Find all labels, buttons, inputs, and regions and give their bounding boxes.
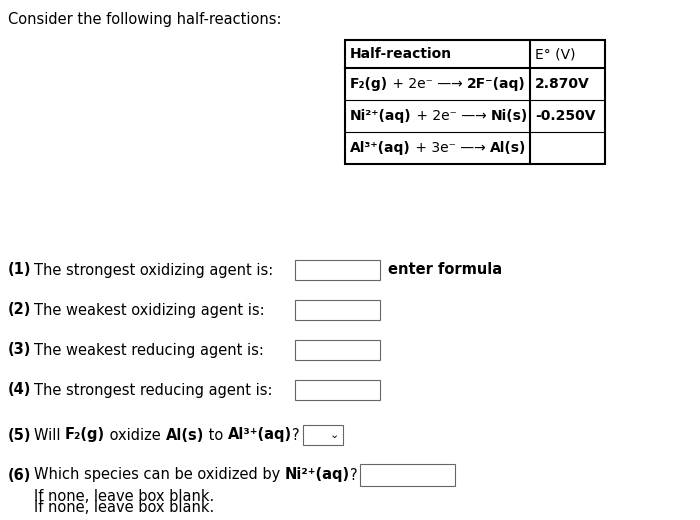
Text: enter formula: enter formula xyxy=(388,263,502,278)
Text: The weakest oxidizing agent is:: The weakest oxidizing agent is: xyxy=(34,303,265,318)
Text: Ni²⁺(aq): Ni²⁺(aq) xyxy=(350,109,412,123)
Bar xyxy=(360,464,454,486)
Text: If none, leave box blank.: If none, leave box blank. xyxy=(34,489,214,504)
Text: Al³⁺(aq): Al³⁺(aq) xyxy=(228,427,292,443)
Text: (2): (2) xyxy=(8,303,32,318)
Text: The weakest reducing agent is:: The weakest reducing agent is: xyxy=(34,343,264,358)
Text: (4): (4) xyxy=(8,383,32,397)
Text: 2.870V: 2.870V xyxy=(535,77,589,91)
Text: The strongest reducing agent is:: The strongest reducing agent is: xyxy=(34,383,272,397)
Text: (5): (5) xyxy=(8,427,32,443)
Text: -0.250V: -0.250V xyxy=(535,109,596,123)
Text: Which species can be oxidized by: Which species can be oxidized by xyxy=(34,467,285,483)
Text: Ni(s): Ni(s) xyxy=(491,109,528,123)
Text: oxidize: oxidize xyxy=(105,427,166,443)
Text: + 2e⁻ —→: + 2e⁻ —→ xyxy=(412,109,491,123)
Text: (3): (3) xyxy=(8,343,32,358)
Text: Al(s): Al(s) xyxy=(490,141,526,155)
Text: The strongest oxidizing agent is:: The strongest oxidizing agent is: xyxy=(34,263,273,278)
Text: ⌄: ⌄ xyxy=(330,430,340,440)
Text: Half-reaction: Half-reaction xyxy=(350,47,452,61)
Text: + 2e⁻ —→: + 2e⁻ —→ xyxy=(388,77,468,91)
Text: + 3e⁻ —→: + 3e⁻ —→ xyxy=(411,141,490,155)
Text: to: to xyxy=(204,427,228,443)
Text: Al³⁺(aq): Al³⁺(aq) xyxy=(350,141,411,155)
Bar xyxy=(295,260,380,280)
Bar xyxy=(345,40,605,164)
Text: ?: ? xyxy=(350,467,358,483)
Text: (6): (6) xyxy=(8,467,32,483)
Bar xyxy=(295,300,380,320)
Text: F₂(g): F₂(g) xyxy=(350,77,388,91)
Text: Ni²⁺(aq): Ni²⁺(aq) xyxy=(285,467,350,483)
Text: Consider the following half-reactions:: Consider the following half-reactions: xyxy=(8,12,281,27)
Bar xyxy=(302,425,342,445)
Text: E° (V): E° (V) xyxy=(535,47,575,61)
Text: If none, leave box blank.: If none, leave box blank. xyxy=(34,500,214,515)
Text: Al(s): Al(s) xyxy=(166,427,204,443)
Text: F₂(g): F₂(g) xyxy=(65,427,105,443)
Text: ?: ? xyxy=(292,427,300,443)
Text: 2F⁻(aq): 2F⁻(aq) xyxy=(468,77,526,91)
Bar xyxy=(295,380,380,400)
Text: Will: Will xyxy=(34,427,65,443)
Bar xyxy=(295,340,380,360)
Text: (1): (1) xyxy=(8,263,32,278)
